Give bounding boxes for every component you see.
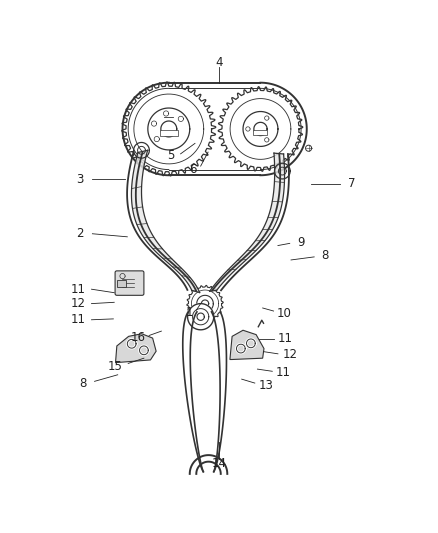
Text: 14: 14 [212, 457, 226, 470]
Text: 13: 13 [259, 379, 274, 392]
Text: 12: 12 [282, 348, 297, 361]
Text: 1: 1 [186, 306, 193, 319]
Text: 12: 12 [71, 297, 86, 310]
Text: 8: 8 [321, 249, 328, 262]
Polygon shape [116, 334, 156, 362]
Polygon shape [210, 153, 285, 291]
Text: 16: 16 [131, 331, 146, 344]
Text: 3: 3 [77, 173, 84, 185]
Text: 4: 4 [215, 55, 223, 69]
Text: 11: 11 [71, 313, 86, 326]
Text: 10: 10 [276, 307, 291, 320]
Text: 11: 11 [276, 366, 291, 378]
FancyBboxPatch shape [254, 130, 268, 135]
Circle shape [197, 313, 205, 320]
Text: 2: 2 [76, 227, 84, 240]
Text: 11: 11 [71, 282, 86, 296]
Circle shape [193, 309, 209, 325]
FancyBboxPatch shape [115, 271, 144, 295]
Text: 7: 7 [348, 177, 356, 190]
Polygon shape [230, 330, 264, 359]
FancyBboxPatch shape [117, 280, 126, 287]
Text: 15: 15 [108, 360, 123, 373]
FancyBboxPatch shape [160, 130, 177, 136]
Text: 5: 5 [167, 149, 175, 161]
Text: 6: 6 [189, 163, 197, 176]
Text: 9: 9 [297, 236, 305, 249]
Text: 8: 8 [79, 377, 86, 390]
Circle shape [187, 304, 214, 330]
Polygon shape [131, 150, 200, 293]
Text: 11: 11 [278, 332, 293, 345]
